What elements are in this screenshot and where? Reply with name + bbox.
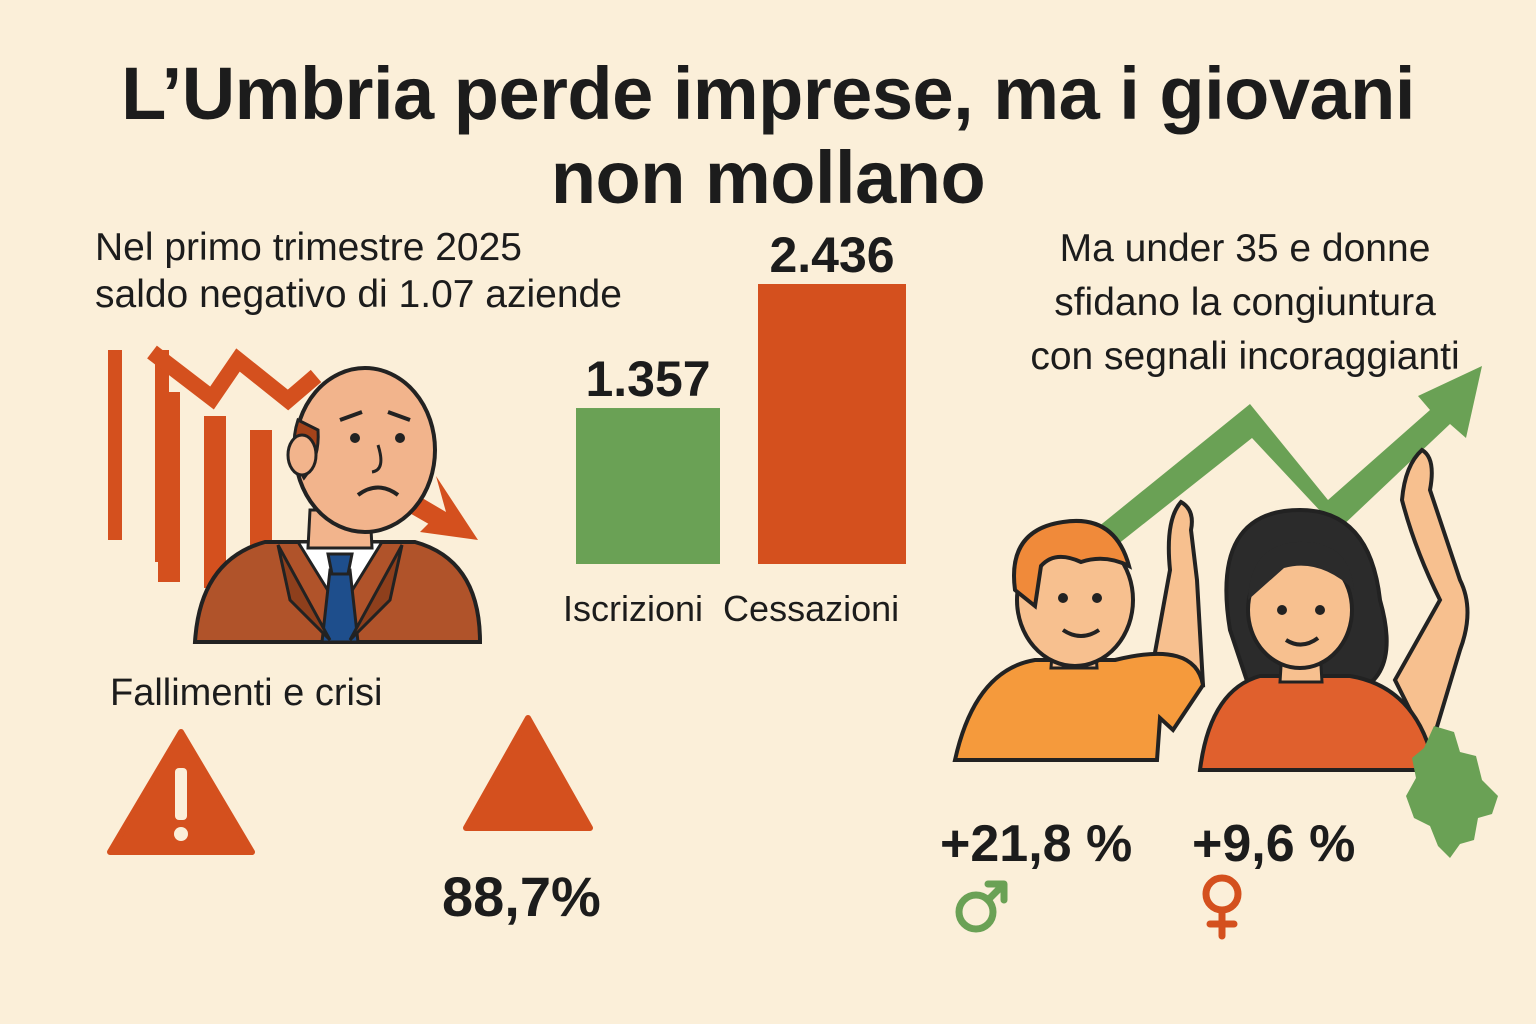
right-subtitle: Ma under 35 e donne sfidano la congiuntu…	[985, 222, 1505, 384]
female-growth-value: +9,6 %	[1192, 815, 1356, 873]
bar-value-iscrizioni: 1.357	[585, 351, 711, 408]
crisis-percentage: 88,7%	[442, 865, 601, 928]
bar-value-cessazioni: 2.436	[769, 227, 895, 283]
right-subtitle-line-3: con segnali incoraggianti	[1030, 335, 1460, 378]
bar-chart-categories: Iscrizioni Cessazioni	[563, 588, 899, 630]
left-subtitle-line-2: saldo negativo di 1.07 aziende	[95, 273, 622, 316]
left-subtitle: Nel primo trimestre 2025 saldo negativo …	[95, 224, 715, 318]
bar-cessazioni	[758, 284, 906, 564]
category-label-cessazioni: Cessazioni	[723, 588, 900, 629]
umbria-map-icon	[1406, 726, 1498, 858]
right-subtitle-line-1: Ma under 35 e donne	[1059, 227, 1431, 270]
page-title: L’Umbria perde imprese, ma i giovani non…	[0, 52, 1536, 220]
young-woman-illustration	[1197, 447, 1470, 772]
bar-iscrizioni	[576, 408, 720, 564]
worried-businessman-illustration	[192, 366, 483, 644]
young-man-illustration	[952, 499, 1206, 762]
category-label-iscrizioni: Iscrizioni	[563, 588, 704, 629]
male-growth-value: +21,8 %	[940, 815, 1133, 873]
bar-chart	[576, 284, 906, 564]
left-subtitle-line-1: Nel primo trimestre 2025	[95, 226, 522, 269]
title-line-1: L’Umbria perde imprese, ma i giovani	[121, 52, 1415, 135]
right-subtitle-line-2: sfidano la congiuntura	[1054, 281, 1436, 324]
warning-icon	[107, 729, 255, 855]
title-line-2: non mollano	[550, 136, 986, 219]
male-symbol-icon	[955, 880, 1008, 933]
female-symbol-icon	[1202, 874, 1242, 940]
crisis-label: Fallimenti e crisi	[110, 672, 383, 714]
triangle-icon	[463, 715, 593, 831]
